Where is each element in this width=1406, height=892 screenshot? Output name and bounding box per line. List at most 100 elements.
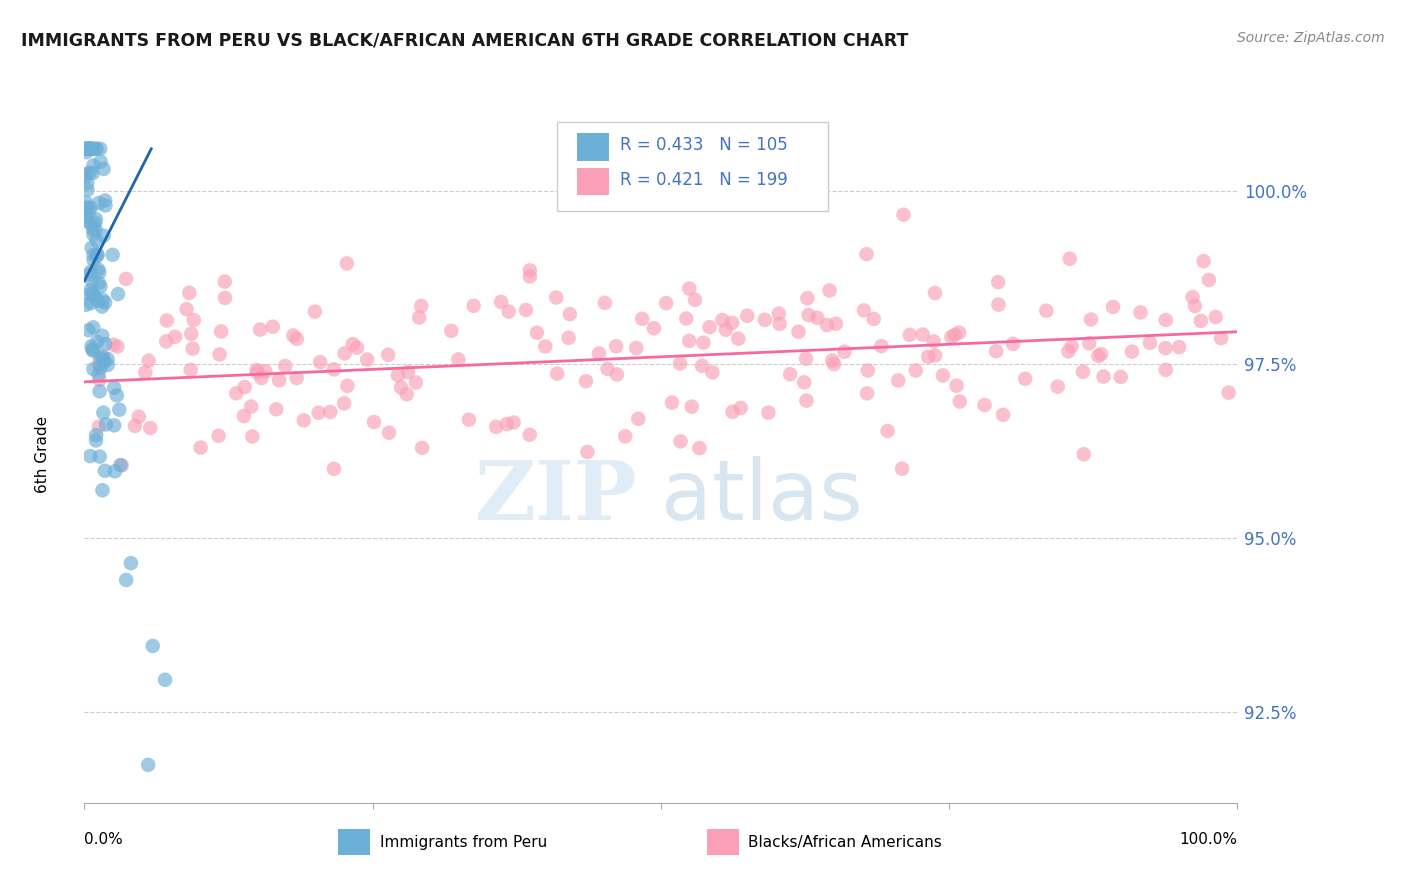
Point — [626, 341, 648, 355]
Point — [576, 445, 599, 459]
Point — [79, 142, 101, 156]
Point — [322, 462, 344, 476]
Point — [79, 166, 101, 180]
Point — [515, 303, 537, 318]
Point — [79, 142, 101, 156]
Point — [796, 393, 818, 408]
Point — [987, 275, 1010, 289]
Point — [111, 458, 134, 473]
Point — [796, 291, 818, 305]
Point — [502, 416, 524, 430]
Point — [77, 204, 100, 219]
Point — [699, 320, 721, 334]
Point — [1073, 447, 1095, 461]
Point — [447, 352, 470, 367]
Point — [1154, 363, 1177, 377]
Point — [163, 330, 186, 344]
Point — [793, 376, 815, 390]
Point — [683, 293, 706, 307]
Point — [208, 347, 231, 361]
Point — [89, 361, 111, 376]
Point — [692, 335, 714, 350]
Point — [155, 334, 177, 349]
Point — [80, 264, 103, 278]
Point — [855, 247, 877, 261]
Point — [82, 343, 104, 358]
Point — [395, 387, 418, 401]
Point — [89, 265, 111, 279]
Point — [948, 326, 970, 340]
Text: Source: ZipAtlas.com: Source: ZipAtlas.com — [1237, 31, 1385, 45]
Point — [76, 214, 98, 228]
Point — [90, 154, 112, 169]
Point — [730, 401, 752, 415]
Text: ZIP: ZIP — [475, 457, 638, 537]
Point — [79, 283, 101, 297]
Point — [84, 428, 107, 442]
Point — [681, 400, 703, 414]
Point — [1046, 379, 1069, 393]
Point — [283, 328, 305, 343]
Point — [264, 402, 287, 417]
Point — [911, 327, 934, 342]
Point — [1035, 303, 1057, 318]
Point — [82, 275, 104, 289]
Point — [105, 339, 128, 353]
Point — [1014, 372, 1036, 386]
Point — [76, 183, 98, 197]
Text: Blacks/African Americans: Blacks/African Americans — [748, 835, 942, 850]
Point — [103, 337, 125, 351]
Point — [1059, 252, 1081, 266]
Point — [108, 402, 131, 417]
Point — [1139, 335, 1161, 350]
FancyBboxPatch shape — [337, 829, 370, 855]
Point — [80, 241, 103, 255]
Point — [80, 142, 103, 156]
Point — [82, 362, 104, 376]
Point — [103, 381, 125, 395]
Point — [389, 380, 412, 394]
Point — [274, 359, 297, 373]
Point — [519, 269, 541, 284]
Point — [93, 355, 115, 369]
Point — [94, 464, 117, 478]
Point — [690, 359, 713, 373]
Point — [678, 282, 700, 296]
Point — [669, 434, 692, 449]
Point — [84, 290, 107, 304]
Point — [1154, 313, 1177, 327]
Point — [627, 412, 650, 426]
Point — [876, 424, 898, 438]
Point — [156, 313, 179, 327]
Point — [75, 145, 97, 160]
Point — [76, 177, 98, 191]
Point — [82, 287, 104, 301]
Point — [269, 373, 291, 387]
Point — [86, 247, 108, 261]
Point — [84, 142, 107, 156]
Point — [139, 421, 162, 435]
Point — [519, 263, 541, 277]
Point — [77, 268, 100, 282]
Point — [75, 169, 97, 184]
Point — [1092, 369, 1115, 384]
Point — [519, 427, 541, 442]
Point — [943, 327, 966, 342]
Point — [115, 272, 138, 286]
Point — [75, 142, 97, 156]
Point — [818, 284, 841, 298]
Point — [821, 353, 844, 368]
Point — [87, 196, 110, 211]
Point — [136, 757, 159, 772]
Point — [91, 293, 114, 307]
Point — [87, 368, 110, 382]
Point — [322, 362, 344, 376]
Point — [754, 313, 776, 327]
Point — [82, 158, 104, 172]
Point — [852, 303, 875, 318]
Point — [86, 293, 108, 308]
Point — [411, 441, 433, 455]
Point — [769, 317, 792, 331]
Point — [138, 353, 160, 368]
Point — [815, 318, 838, 332]
